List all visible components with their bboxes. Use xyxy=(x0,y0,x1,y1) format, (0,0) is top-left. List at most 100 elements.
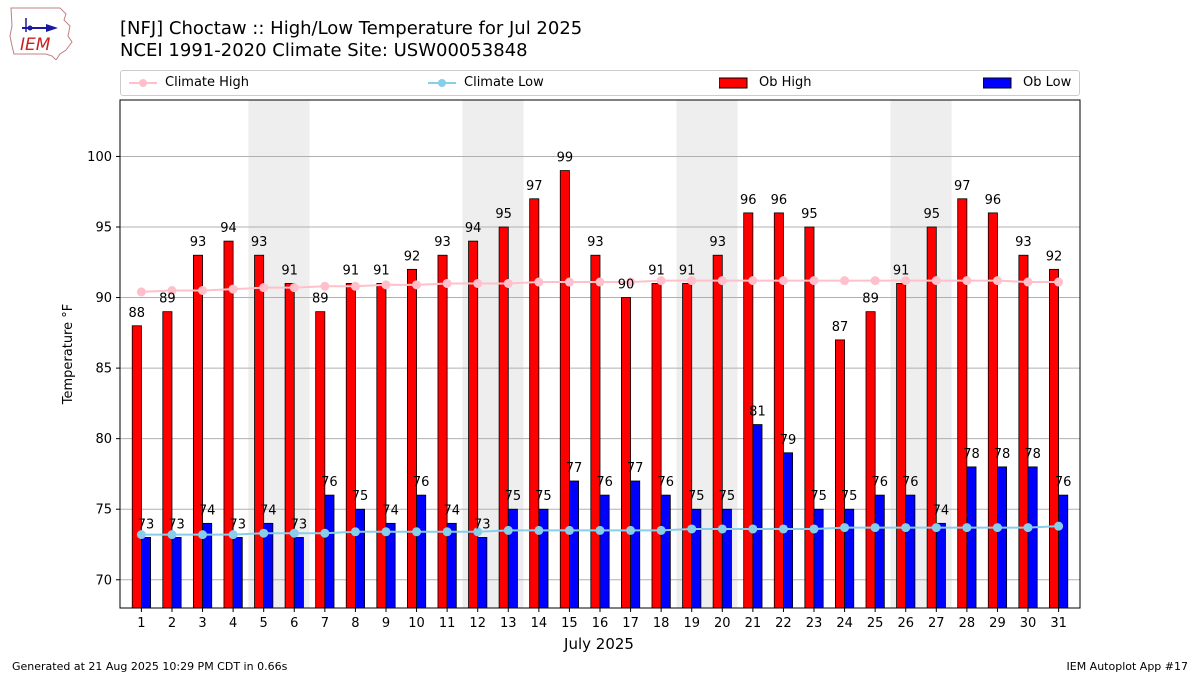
climate-low-point-day-7 xyxy=(320,528,330,538)
ob-low-label-day-28: 78 xyxy=(963,447,980,462)
ob-low-bar-day-27 xyxy=(935,522,946,609)
ob-high-bar-day-20 xyxy=(712,254,723,609)
ob-low-bar-day-10 xyxy=(416,494,427,609)
ob-high-label-day-14: 97 xyxy=(526,179,543,194)
footer-generated: Generated at 21 Aug 2025 10:29 PM CDT in… xyxy=(12,660,288,673)
chart-title: [NFJ] Choctaw :: High/Low Temperature fo… xyxy=(120,18,583,39)
ob-low-label-day-11: 74 xyxy=(443,503,460,518)
ob-high-bar-day-6 xyxy=(284,283,295,609)
ob-low-bar-day-20 xyxy=(721,508,732,609)
climate-high-point-day-11 xyxy=(442,278,452,288)
climate-high-point-day-31 xyxy=(1054,277,1064,287)
ob-low-bar-day-21 xyxy=(752,424,763,609)
ob-low-bar-day-13 xyxy=(507,508,518,609)
x-tick-label-2: 2 xyxy=(168,616,176,631)
ob-high-bar-day-27 xyxy=(926,226,937,609)
ob-high-bar-day-15 xyxy=(559,170,570,609)
climate-high-point-day-5 xyxy=(259,283,269,293)
ob-low-label-day-17: 77 xyxy=(627,461,644,476)
x-tick-label-26: 26 xyxy=(897,616,914,631)
ob-low-label-day-18: 76 xyxy=(657,475,674,490)
legend-ob-low-label: Ob Low xyxy=(1023,75,1072,90)
ob-low-label-day-5: 74 xyxy=(260,503,277,518)
ob-high-label-day-23: 95 xyxy=(801,207,818,222)
weekend-shade-day-12 xyxy=(462,100,493,608)
climate-high-point-day-21 xyxy=(748,276,758,286)
ob-high-bar-day-14 xyxy=(529,198,540,609)
ob-high-bar-day-31 xyxy=(1049,268,1059,609)
ob-low-label-day-2: 73 xyxy=(168,517,185,532)
x-tick-label-10: 10 xyxy=(408,616,425,631)
ob-high-label-day-18: 91 xyxy=(648,263,665,278)
climate-low-point-day-3 xyxy=(198,530,208,540)
ob-low-bar-day-3 xyxy=(202,522,213,609)
climate-low-point-day-22 xyxy=(778,524,788,534)
ob-high-bar-day-3 xyxy=(192,254,203,609)
ob-high-label-day-28: 97 xyxy=(954,179,971,194)
x-tick-label-28: 28 xyxy=(959,616,976,631)
ob-low-bar-day-19 xyxy=(691,508,702,609)
ob-low-label-day-10: 76 xyxy=(413,475,430,490)
ob-high-label-day-1: 88 xyxy=(129,306,146,321)
ob-low-bar-day-16 xyxy=(599,494,610,609)
x-tick-label-9: 9 xyxy=(382,616,390,631)
ob-high-bar-day-19 xyxy=(682,283,693,609)
iem-logo: IEM xyxy=(9,7,73,60)
ob-low-label-day-8: 75 xyxy=(352,489,369,504)
climate-high-point-day-13 xyxy=(503,278,513,288)
climate-high-point-day-19 xyxy=(687,276,697,286)
ob-low-bar-day-7 xyxy=(324,494,335,609)
ob-high-label-day-29: 96 xyxy=(985,193,1002,208)
ob-low-bar-day-26 xyxy=(905,494,916,609)
ob-low-label-day-6: 73 xyxy=(291,517,308,532)
climate-low-point-day-1 xyxy=(136,530,146,540)
x-tick-label-29: 29 xyxy=(989,616,1006,631)
climate-high-point-day-18 xyxy=(656,276,666,286)
climate-low-point-day-16 xyxy=(595,525,605,535)
climate-low-point-day-9 xyxy=(381,527,391,537)
climate-high-point-day-26 xyxy=(901,276,911,286)
climate-high-point-day-20 xyxy=(717,276,727,286)
y-tick-label-85: 85 xyxy=(95,362,112,377)
ob-high-label-day-30: 93 xyxy=(1015,235,1032,250)
ob-high-bar-day-16 xyxy=(590,254,601,609)
legend: Climate High Climate Low Ob High Ob Low xyxy=(120,70,1080,96)
x-tick-label-23: 23 xyxy=(806,616,823,631)
ob-high-label-day-13: 95 xyxy=(495,207,512,222)
weekend-shade-day-26 xyxy=(890,100,922,608)
ob-low-label-day-21: 81 xyxy=(749,405,766,420)
ob-low-bar-day-15 xyxy=(569,480,579,609)
ob-high-bar-day-9 xyxy=(376,283,387,609)
x-tick-label-18: 18 xyxy=(653,616,670,631)
x-tick-label-15: 15 xyxy=(561,616,578,631)
climate-low-point-day-19 xyxy=(687,524,697,534)
ob-high-bar-day-18 xyxy=(651,283,662,609)
ob-low-label-day-4: 73 xyxy=(229,517,246,532)
climate-low-point-day-4 xyxy=(228,530,238,540)
ob-low-bar-day-18 xyxy=(660,494,671,609)
climate-low-point-day-24 xyxy=(840,523,850,533)
x-tick-label-16: 16 xyxy=(592,616,609,631)
ob-high-label-day-2: 89 xyxy=(159,292,176,307)
ob-low-bar-day-12 xyxy=(477,537,488,609)
climate-high-point-day-23 xyxy=(809,276,819,286)
ob-high-bar-day-5 xyxy=(254,254,265,609)
climate-low-point-day-18 xyxy=(656,525,666,535)
climate-low-line xyxy=(141,525,1059,536)
climate-high-point-day-16 xyxy=(595,277,605,287)
ob-high-label-day-11: 93 xyxy=(434,235,451,250)
x-tick-label-1: 1 xyxy=(137,616,145,631)
y-axis-label: Temperature °F xyxy=(61,304,76,405)
ob-high-label-day-27: 95 xyxy=(923,207,940,222)
y-tick-label-70: 70 xyxy=(95,573,112,588)
ob-low-label-day-12: 73 xyxy=(474,517,491,532)
ob-high-label-day-21: 96 xyxy=(740,193,757,208)
ob-high-bar-day-17 xyxy=(621,297,631,609)
ob-low-bar-day-9 xyxy=(385,522,396,609)
ob-low-label-day-24: 75 xyxy=(841,489,858,504)
ob-high-bar-day-23 xyxy=(804,226,815,609)
ob-high-bar-day-11 xyxy=(437,254,448,609)
x-tick-label-7: 7 xyxy=(321,616,329,631)
climate-high-point-day-15 xyxy=(564,277,574,287)
climate-low-point-day-10 xyxy=(412,527,422,537)
